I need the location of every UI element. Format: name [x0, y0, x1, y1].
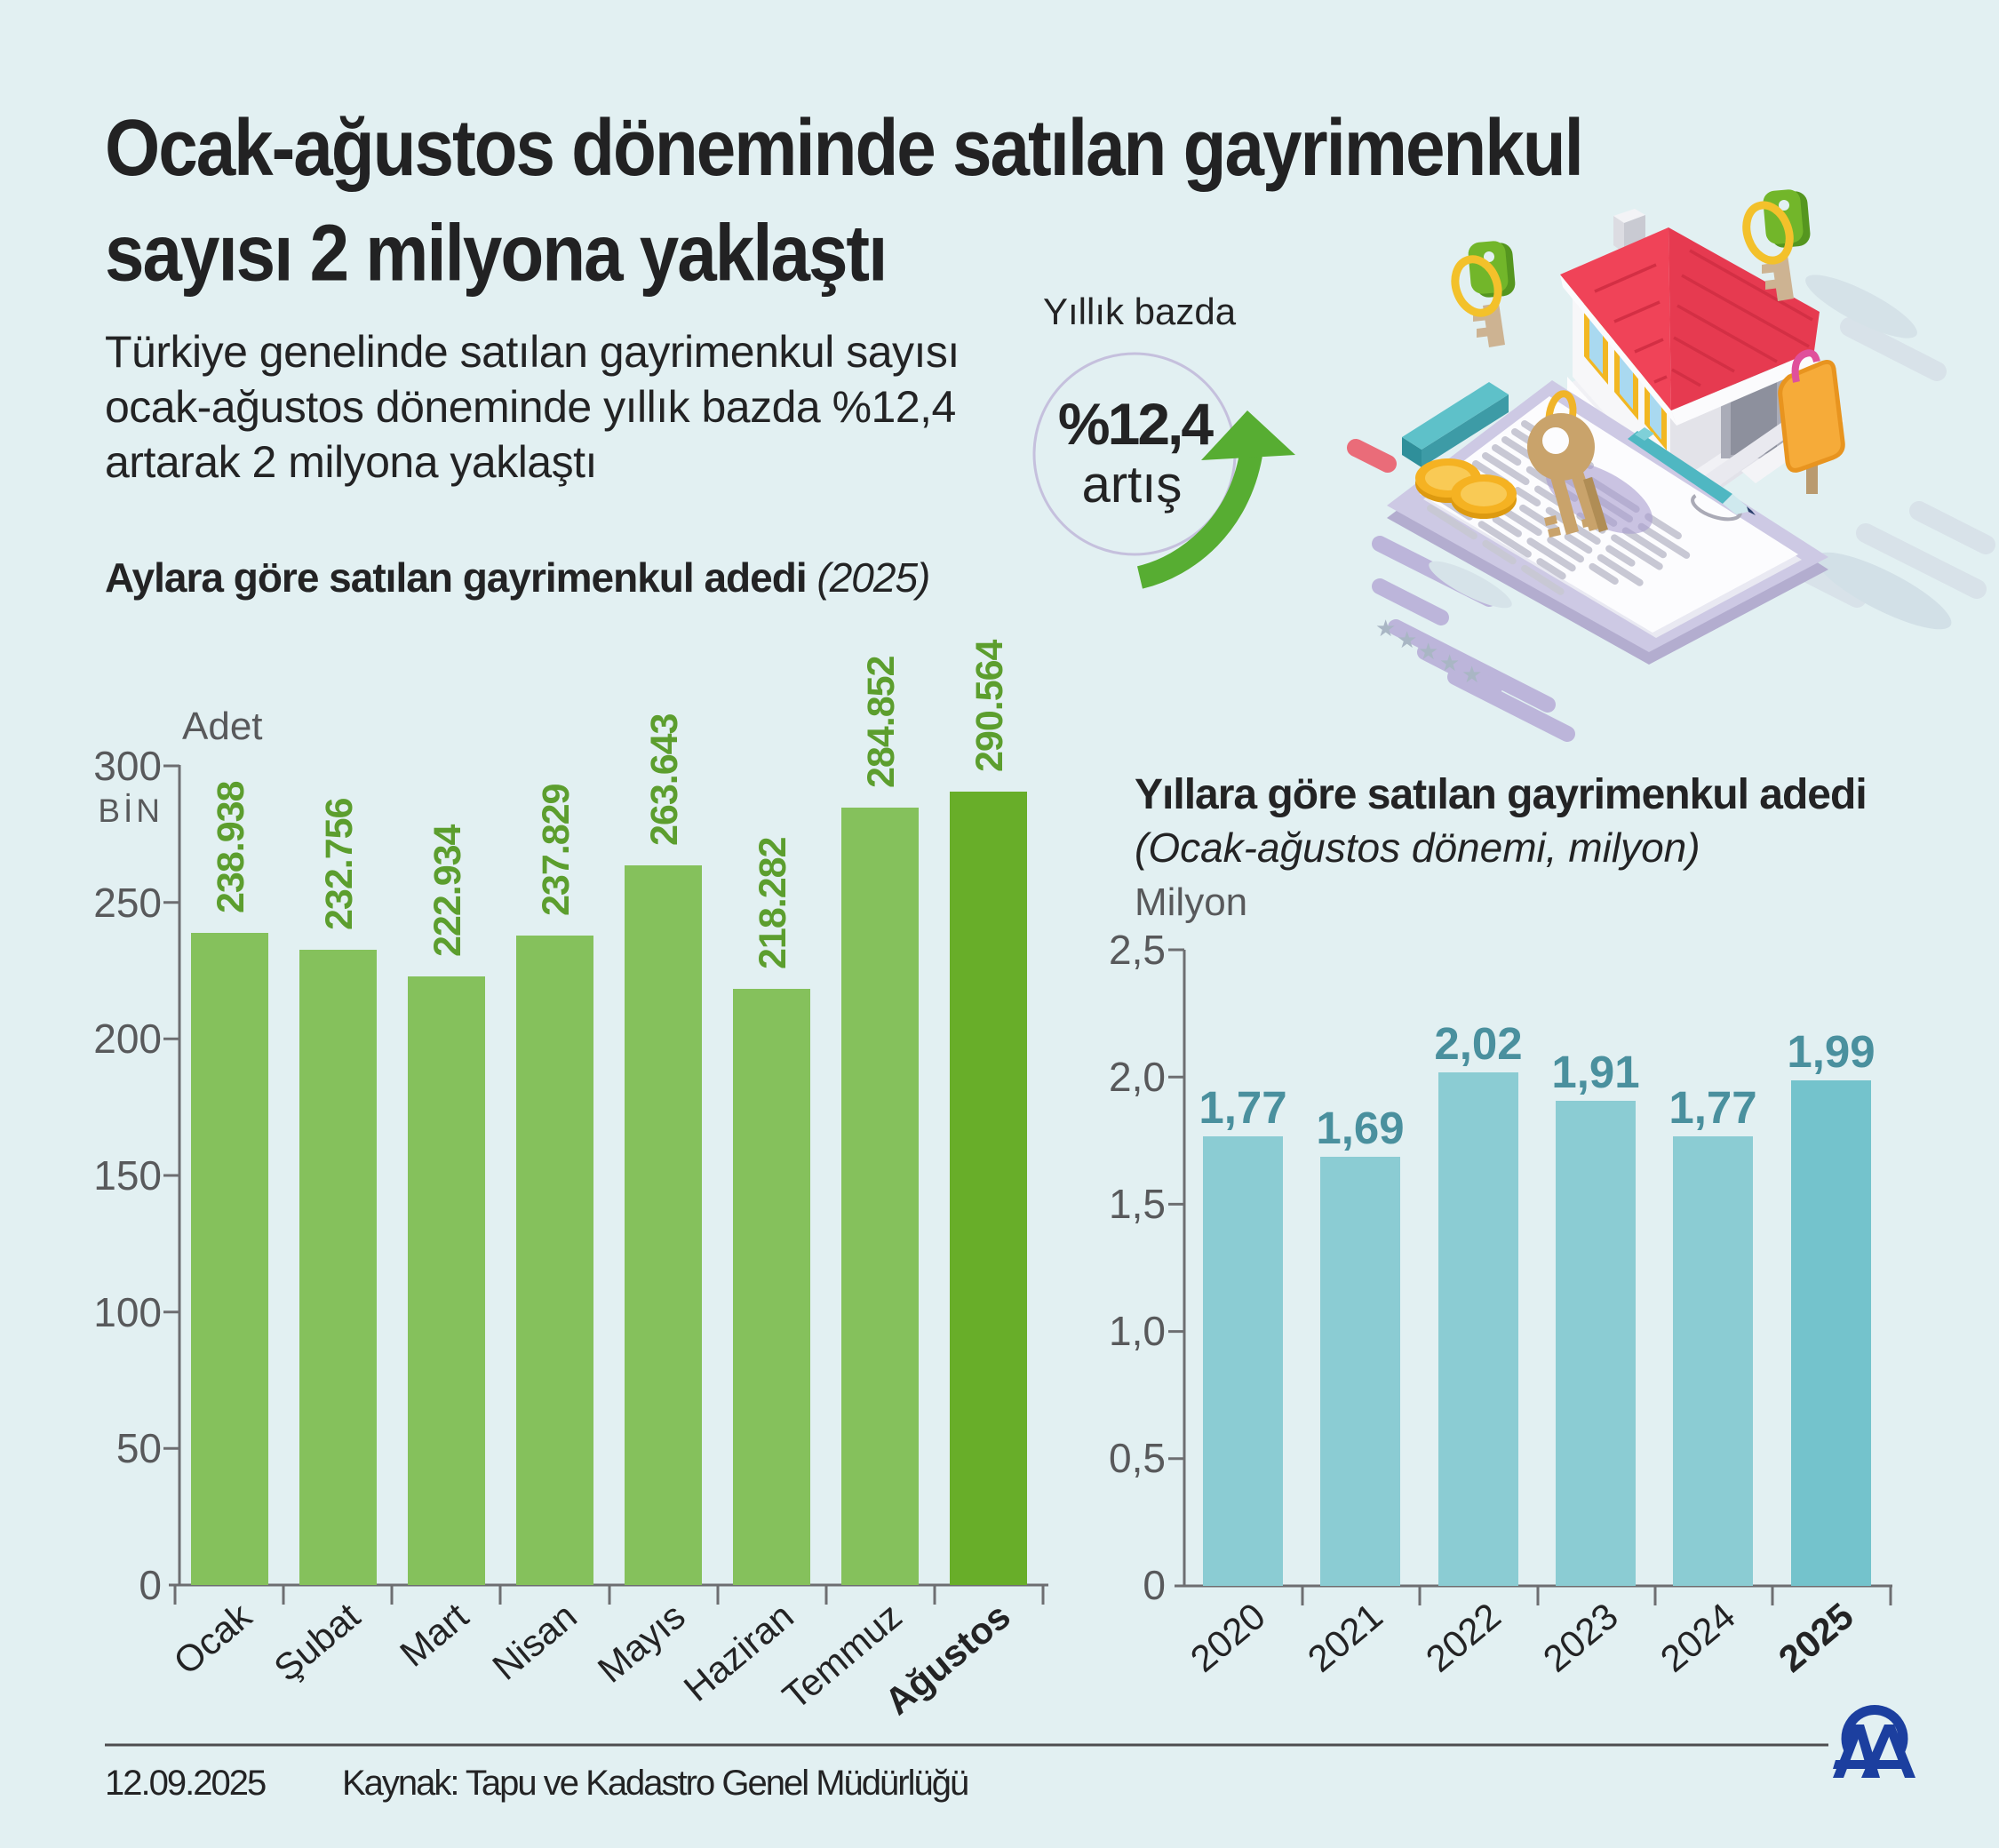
svg-text:150: 150 [93, 1152, 162, 1199]
svg-text:100: 100 [93, 1289, 162, 1335]
svg-text:Aylara göre satılan gayrimenku: Aylara göre satılan gayrimenkul adedi (2… [105, 554, 929, 601]
svg-text:2,5: 2,5 [1109, 927, 1166, 973]
svg-text:★: ★ [1439, 649, 1460, 676]
svg-text:1,77: 1,77 [1668, 1082, 1756, 1133]
svg-text:Milyon: Milyon [1135, 880, 1247, 924]
svg-text:Türkiye genelinde satılan gayr: Türkiye genelinde satılan gayrimenkul sa… [105, 327, 960, 377]
svg-text:1,99: 1,99 [1787, 1026, 1875, 1077]
svg-text:1,77: 1,77 [1199, 1082, 1286, 1133]
svg-text:Ocak-ağustos döneminde satılan: Ocak-ağustos döneminde satılan gayrimenk… [105, 103, 1582, 192]
svg-text:50: 50 [116, 1425, 162, 1471]
svg-text:0: 0 [1143, 1562, 1166, 1608]
svg-text:0: 0 [139, 1562, 162, 1608]
svg-text:1,91: 1,91 [1551, 1047, 1639, 1097]
svg-text:Adet: Adet [182, 705, 263, 748]
svg-text:237.829: 237.829 [535, 784, 577, 916]
svg-text:2,02: 2,02 [1434, 1018, 1522, 1069]
svg-text:★: ★ [1461, 661, 1482, 688]
svg-text:Kaynak: Tapu ve Kadastro Genel: Kaynak: Tapu ve Kadastro Genel Müdürlüğü [342, 1764, 968, 1803]
svg-text:250: 250 [93, 880, 162, 926]
svg-text:300: 300 [93, 743, 162, 789]
svg-text:★: ★ [1375, 615, 1396, 641]
svg-text:0,5: 0,5 [1109, 1435, 1166, 1481]
svg-text:artış: artış [1082, 456, 1183, 514]
svg-text:290.564: 290.564 [968, 639, 1011, 772]
svg-text:(Ocak-ağustos dönemi, milyon): (Ocak-ağustos dönemi, milyon) [1135, 824, 1700, 871]
svg-text:1,5: 1,5 [1109, 1181, 1166, 1227]
svg-text:Yıllık bazda: Yıllık bazda [1043, 291, 1237, 332]
svg-text:★: ★ [1418, 638, 1438, 665]
svg-text:232.756: 232.756 [318, 798, 361, 930]
svg-text:Yıllara göre satılan gayrimenk: Yıllara göre satılan gayrimenkul adedi [1135, 771, 1867, 818]
svg-text:200: 200 [93, 1016, 162, 1062]
svg-text:222.934: 222.934 [426, 824, 469, 957]
svg-text:1,69: 1,69 [1316, 1103, 1404, 1153]
svg-text:1,0: 1,0 [1109, 1308, 1166, 1354]
svg-text:artarak 2 milyona yaklaştı: artarak 2 milyona yaklaştı [105, 437, 597, 487]
svg-text:218.282: 218.282 [752, 837, 794, 969]
svg-text:2,0: 2,0 [1109, 1054, 1166, 1100]
svg-text:238.938: 238.938 [210, 781, 252, 913]
svg-text:284.852: 284.852 [860, 656, 903, 788]
svg-text:263.643: 263.643 [643, 713, 686, 846]
svg-text:ocak-ağustos döneminde yıllık: ocak-ağustos döneminde yıllık bazda %12,… [105, 382, 956, 432]
svg-text:12.09.2025: 12.09.2025 [105, 1764, 266, 1803]
svg-text:★: ★ [1397, 626, 1417, 653]
svg-text:%12,4: %12,4 [1058, 391, 1214, 457]
svg-text:sayısı 2 milyona yaklaştı: sayısı 2 milyona yaklaştı [105, 208, 886, 297]
svg-text:BİN: BİN [98, 793, 163, 829]
